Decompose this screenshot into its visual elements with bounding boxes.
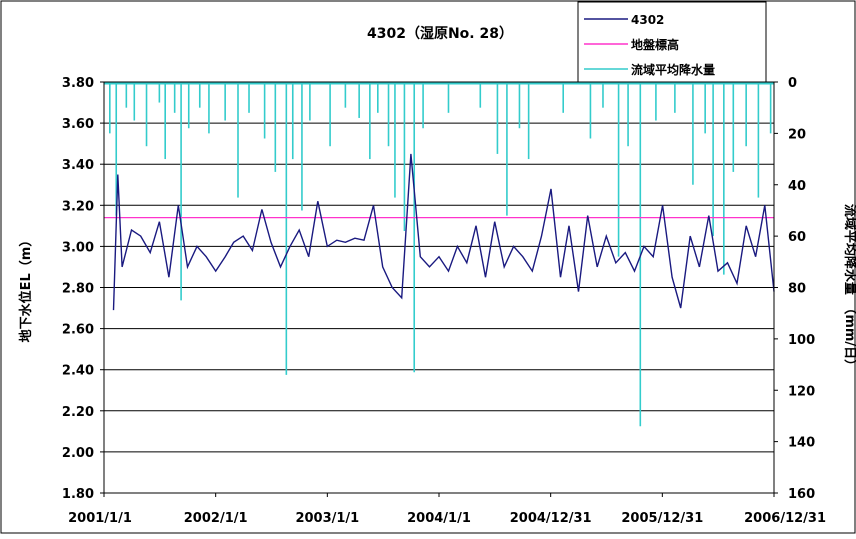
right-axis-title: 流域平均降水量 （mm/日）: [842, 204, 856, 372]
x-tick-label: 2005/12/31: [621, 511, 703, 526]
right-tick-label: 20: [788, 127, 806, 142]
x-tick-label: 2002/1/1: [184, 511, 248, 526]
right-tick-label: 100: [788, 333, 815, 348]
rainfall-series: [104, 81, 774, 427]
left-tick-label: 3.80: [62, 76, 94, 91]
left-tick-label: 2.40: [62, 364, 94, 379]
groundwater-series: [112, 153, 775, 311]
x-tick-label: 2004/1/1: [407, 511, 471, 526]
left-tick-label: 1.80: [62, 487, 94, 502]
left-tick-label: 2.00: [62, 446, 94, 461]
left-axis-title: 地下水位EL（m）: [18, 234, 34, 343]
left-tick-label: 3.20: [62, 199, 94, 214]
legend-label-4302: 4302: [631, 13, 664, 27]
right-tick-label: 140: [788, 436, 815, 451]
left-tick-label: 3.60: [62, 117, 94, 132]
left-axis-ticks: 1.80 2.00 2.20 2.40 2.60 2.80 3.00 3.20 3.40 3.60…: [62, 76, 104, 502]
right-tick-label: 160: [788, 487, 815, 502]
left-tick-label: 2.60: [62, 323, 94, 338]
groundwater-line: [112, 153, 775, 311]
right-tick-label: 80: [788, 282, 806, 297]
x-tick-label: 2003/1/1: [295, 511, 359, 526]
left-tick-label: 3.00: [62, 240, 94, 255]
x-axis-ticks: 2001/1/1 2002/1/1 2003/1/1 2004/1/1 2004/12/…: [68, 493, 826, 526]
x-tick-label: 2001/1/1: [68, 511, 132, 526]
legend-label-ground: 地盤標高: [631, 37, 679, 52]
right-tick-label: 40: [788, 179, 806, 194]
left-tick-label: 3.40: [62, 158, 94, 173]
right-axis-ticks: 0 20 40 60 80 100 120 140 160: [774, 76, 815, 502]
left-tick-label: 2.80: [62, 282, 94, 297]
right-tick-label: 0: [788, 76, 797, 91]
x-tick-label: 2004/12/31: [510, 511, 592, 526]
right-tick-label: 60: [788, 230, 806, 245]
legend-label-rain: 流域平均降水量: [631, 62, 715, 77]
left-tick-label: 2.20: [62, 405, 94, 420]
x-tick-label: 2006/12/31: [744, 511, 826, 526]
legend: 4302 地盤標高 流域平均降水量: [577, 1, 767, 83]
right-tick-label: 120: [788, 384, 815, 399]
chart-title: 4302（湿原No. 28）: [367, 26, 513, 42]
